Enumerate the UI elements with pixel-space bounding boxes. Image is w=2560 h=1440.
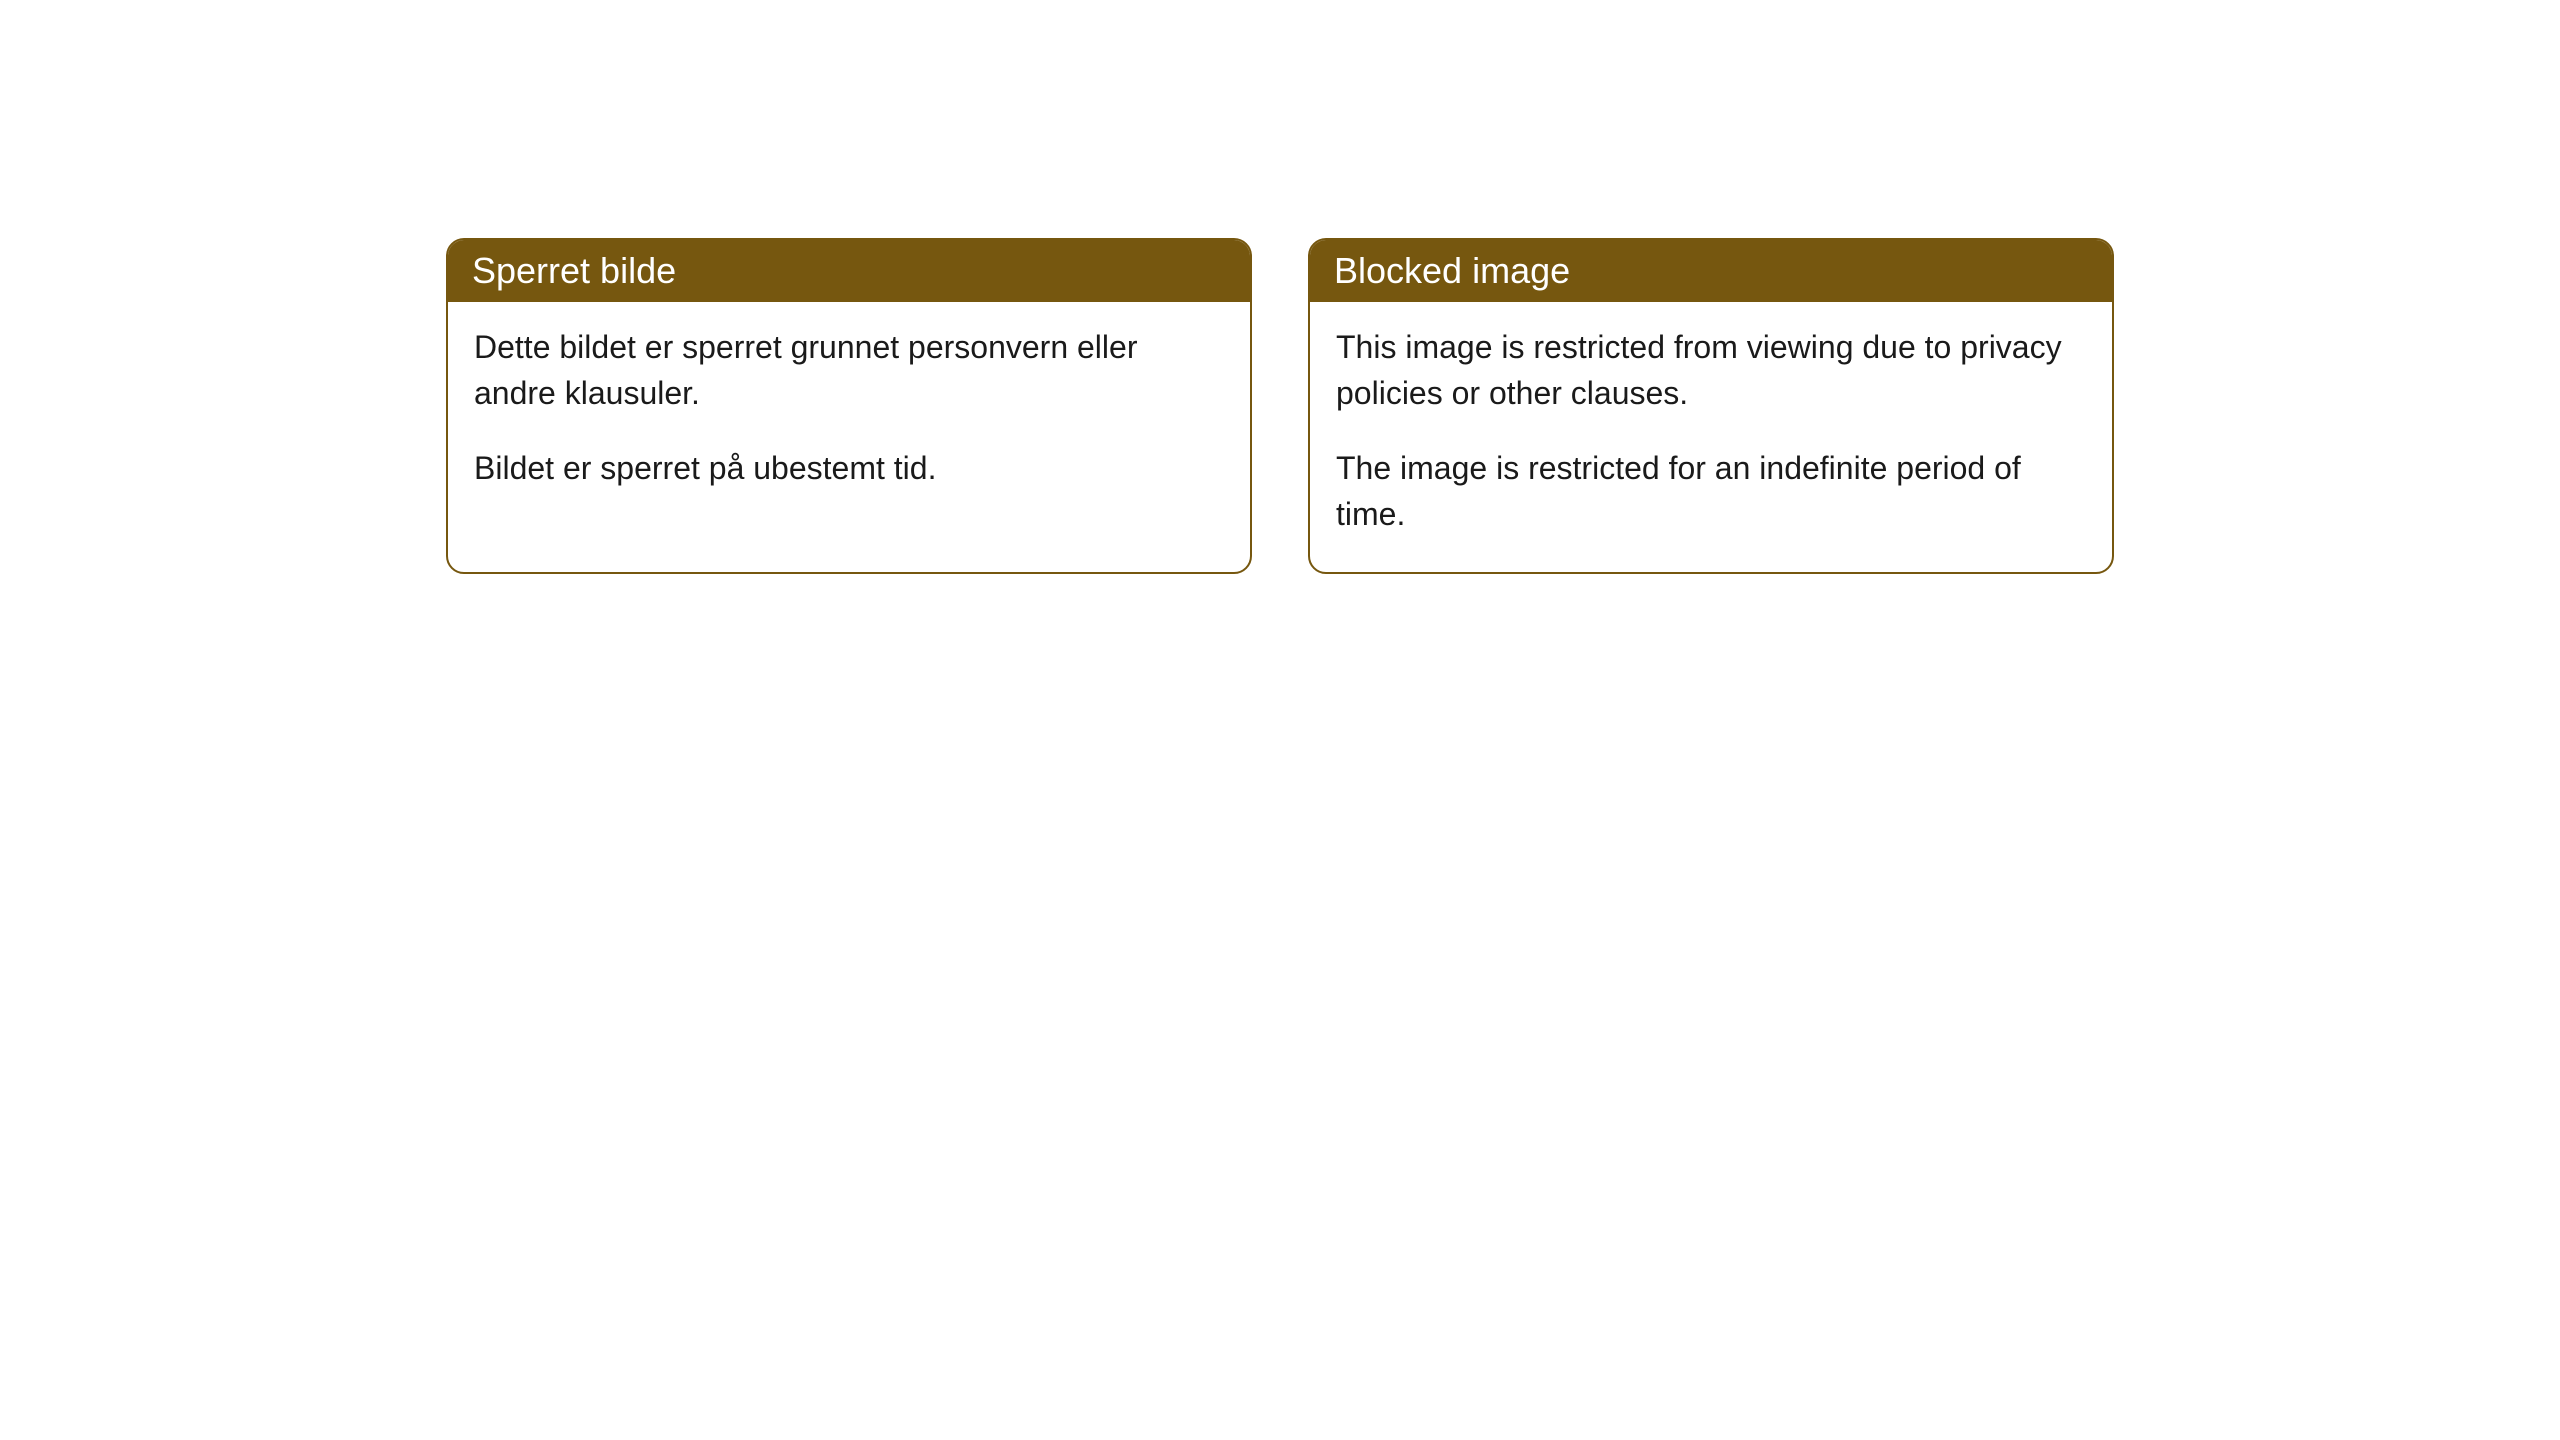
blocked-image-card-english: Blocked image This image is restricted f… xyxy=(1308,238,2114,574)
card-body-norwegian: Dette bildet er sperret grunnet personve… xyxy=(448,302,1250,525)
card-paragraph-1-english: This image is restricted from viewing du… xyxy=(1336,324,2086,417)
card-header-norwegian: Sperret bilde xyxy=(448,240,1250,302)
card-body-english: This image is restricted from viewing du… xyxy=(1310,302,2112,572)
card-title-english: Blocked image xyxy=(1334,250,1570,291)
card-title-norwegian: Sperret bilde xyxy=(472,250,676,291)
card-paragraph-2-english: The image is restricted for an indefinit… xyxy=(1336,445,2086,538)
card-paragraph-2-norwegian: Bildet er sperret på ubestemt tid. xyxy=(474,445,1224,491)
card-paragraph-1-norwegian: Dette bildet er sperret grunnet personve… xyxy=(474,324,1224,417)
card-header-english: Blocked image xyxy=(1310,240,2112,302)
blocked-image-card-norwegian: Sperret bilde Dette bildet er sperret gr… xyxy=(446,238,1252,574)
notice-cards-container: Sperret bilde Dette bildet er sperret gr… xyxy=(0,0,2560,574)
